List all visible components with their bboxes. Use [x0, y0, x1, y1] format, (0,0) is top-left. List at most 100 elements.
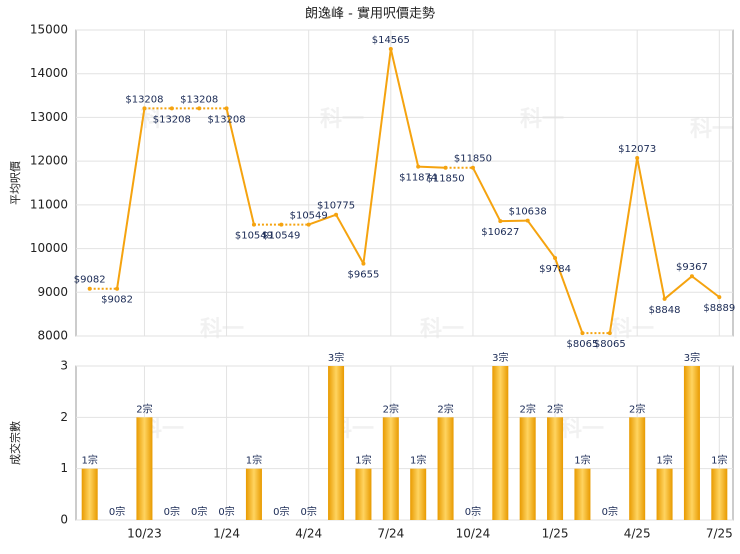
y-tick-label: 9000	[37, 285, 68, 299]
y-axis-label: 平均呎價	[8, 161, 22, 205]
data-label: 1宗	[246, 454, 262, 467]
data-label: 3宗	[328, 351, 344, 364]
y-tick-label: 1	[60, 461, 68, 475]
data-label: 0宗	[218, 505, 234, 518]
data-label: 0宗	[109, 505, 125, 518]
point	[635, 156, 639, 160]
x-tick-label: 4/24	[295, 527, 322, 541]
point	[580, 331, 584, 335]
bar	[629, 417, 645, 520]
data-label: $9784	[539, 264, 571, 275]
bar	[574, 469, 590, 520]
data-label: 0宗	[301, 505, 317, 518]
point	[663, 297, 667, 301]
watermark: 科一	[690, 117, 734, 142]
y-tick-label: 0	[60, 513, 68, 527]
data-label: 0宗	[191, 505, 207, 518]
point	[608, 331, 612, 335]
data-label: 2宗	[437, 402, 453, 415]
data-label: $10638	[509, 207, 547, 218]
data-label: $13208	[125, 94, 163, 105]
watermark: 科一	[560, 417, 604, 442]
x-tick-label: 10/23	[127, 527, 162, 541]
point	[553, 256, 557, 260]
data-label: 1宗	[410, 454, 426, 467]
y-tick-label: 15000	[30, 23, 68, 37]
point	[471, 166, 475, 170]
data-label: 1宗	[82, 454, 98, 467]
bar	[711, 469, 727, 520]
data-label: $9367	[676, 262, 708, 273]
data-label: 0宗	[465, 505, 481, 518]
data-label: $10549	[262, 231, 300, 242]
data-label: $13208	[207, 114, 245, 125]
data-label: $8889	[703, 303, 735, 314]
line-segment	[692, 276, 719, 297]
y-tick-label: 8000	[37, 329, 68, 343]
data-label: 0宗	[164, 505, 180, 518]
line-segment	[665, 276, 692, 299]
line-segment	[227, 108, 254, 224]
data-label: $10549	[290, 211, 328, 222]
data-label: 1宗	[574, 454, 590, 467]
point	[389, 47, 393, 51]
data-label: 0宗	[602, 505, 618, 518]
data-label: 3宗	[684, 351, 700, 364]
y-tick-label: 10000	[30, 241, 68, 255]
data-label: $14565	[372, 35, 410, 46]
watermark: 科一	[520, 107, 564, 132]
bar	[328, 366, 344, 520]
point	[225, 106, 229, 110]
point	[279, 223, 283, 227]
bar	[684, 366, 700, 520]
y-tick-label: 2	[60, 410, 68, 424]
data-label: 2宗	[520, 402, 536, 415]
bar	[383, 417, 399, 520]
data-label: 1宗	[656, 454, 672, 467]
watermark: 科一	[320, 107, 364, 132]
data-label: $11850	[454, 154, 492, 165]
bar	[520, 417, 536, 520]
bar	[136, 417, 152, 520]
data-label: $13208	[180, 94, 218, 105]
point	[170, 106, 174, 110]
data-label: $12073	[618, 144, 656, 155]
y-axis-label: 成交宗數	[8, 421, 22, 465]
data-label: 2宗	[629, 402, 645, 415]
bar	[82, 469, 98, 520]
point	[498, 219, 502, 223]
point	[690, 274, 694, 278]
y-tick-label: 13000	[30, 110, 68, 124]
point	[115, 287, 119, 291]
point	[307, 223, 311, 227]
line-segment	[336, 215, 363, 264]
point	[526, 219, 530, 223]
x-tick-label: 1/24	[213, 527, 240, 541]
data-label: 0宗	[273, 505, 289, 518]
point	[252, 223, 256, 227]
watermark: 科一	[420, 317, 464, 342]
data-label: $9082	[101, 295, 133, 306]
point	[416, 165, 420, 169]
point	[142, 106, 146, 110]
y-tick-label: 14000	[30, 66, 68, 80]
bar	[410, 469, 426, 520]
x-tick-label: 10/24	[456, 527, 491, 541]
line-segment	[418, 167, 445, 168]
data-label: 3宗	[492, 351, 508, 364]
point	[88, 287, 92, 291]
x-tick-label: 4/25	[624, 527, 651, 541]
y-tick-label: 11000	[30, 197, 68, 211]
x-tick-label: 7/24	[377, 527, 404, 541]
chart-title: 朗逸峰 - 實用呎價走勢	[305, 6, 435, 22]
line-segment	[637, 158, 664, 299]
bar	[547, 417, 563, 520]
point	[361, 262, 365, 266]
watermark: 科一	[200, 317, 244, 342]
line-segment	[363, 49, 390, 264]
x-tick-label: 1/25	[542, 527, 569, 541]
line-segment	[473, 168, 500, 221]
data-label: $11850	[426, 174, 464, 185]
data-label: $10775	[317, 201, 355, 212]
y-tick-label: 3	[60, 359, 68, 373]
